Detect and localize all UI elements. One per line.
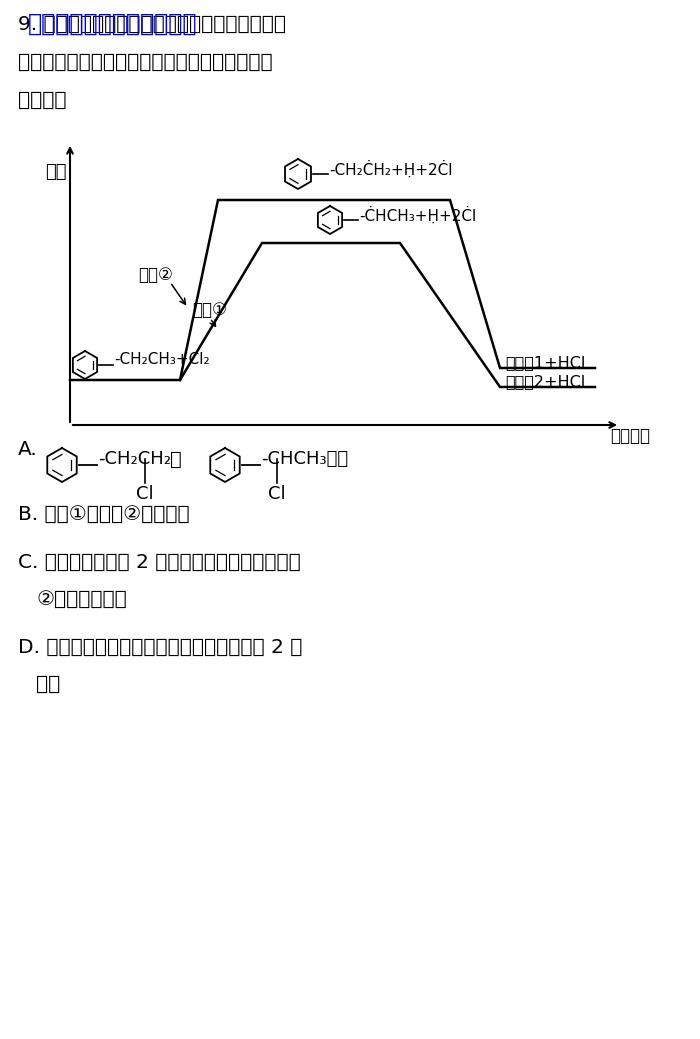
Text: -CH₂CH₂: -CH₂CH₂ — [98, 450, 171, 468]
Text: Cl: Cl — [268, 485, 286, 503]
Text: 反应①: 反应① — [192, 301, 227, 319]
Text: 错误的是: 错误的是 — [18, 91, 66, 110]
Text: B. 反应①比反应②的速率快: B. 反应①比反应②的速率快 — [18, 505, 190, 524]
Text: 取代物2+HCl: 取代物2+HCl — [505, 374, 585, 390]
Text: 反应进程: 反应进程 — [610, 427, 650, 445]
Text: -ĊHCH₃+Ḥ+2Ċl: -ĊHCH₃+Ḥ+2Ċl — [359, 207, 476, 223]
Text: 能量: 能量 — [46, 163, 67, 181]
Text: ②平衡正向移动: ②平衡正向移动 — [36, 590, 127, 609]
Text: 取代物1+HCl: 取代物1+HCl — [505, 355, 585, 371]
Text: 产率: 产率 — [36, 675, 60, 694]
Text: 比: 比 — [170, 450, 182, 469]
Text: 9. 乙苯在气态光照条件下反应，能生成两种氯代: 9. 乙苯在气态光照条件下反应，能生成两种氯代 — [18, 15, 286, 34]
Text: 微信公众号关注：趣找答案: 微信公众号关注：趣找答案 — [28, 12, 197, 36]
Text: D. 选择合适催化剂可提高单位时间内取代物 2 的: D. 选择合适催化剂可提高单位时间内取代物 2 的 — [18, 638, 302, 657]
Text: 物，反应进程中的能量变化如图所示。下列说法: 物，反应进程中的能量变化如图所示。下列说法 — [18, 53, 272, 72]
Text: C. 若升温时取代物 2 的含量提高，则原因是反应: C. 若升温时取代物 2 的含量提高，则原因是反应 — [18, 553, 301, 572]
Text: -CH₂CH₃+Cl₂: -CH₂CH₃+Cl₂ — [114, 352, 209, 368]
Text: -CH₂ĊH₂+Ḥ+2Ċl: -CH₂ĊH₂+Ḥ+2Ċl — [329, 160, 452, 178]
Text: Cl: Cl — [136, 485, 154, 503]
Text: 反应②: 反应② — [138, 266, 173, 284]
Text: -CHCH₃稳定: -CHCH₃稳定 — [261, 450, 348, 468]
Text: A.: A. — [18, 439, 38, 459]
